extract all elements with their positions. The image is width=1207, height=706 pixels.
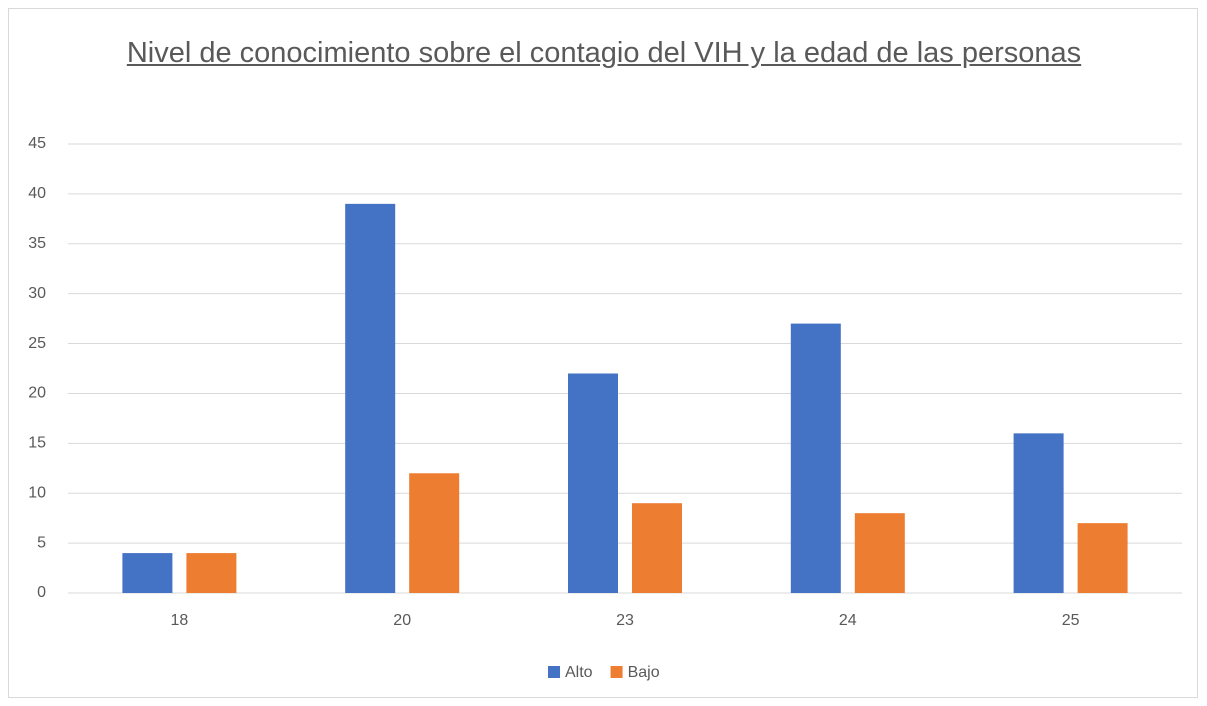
x-tick-label: 23 (616, 612, 634, 629)
bar (1077, 523, 1128, 593)
chart-frame (8, 8, 1198, 698)
bar (790, 323, 841, 593)
x-tick-label: 24 (839, 612, 857, 629)
x-tick-label: 25 (1062, 612, 1080, 629)
bar (345, 203, 396, 593)
y-tick-label: 25 (28, 335, 46, 352)
y-tick-label: 35 (28, 235, 46, 252)
x-tick-label: 20 (393, 612, 411, 629)
y-tick-label: 45 (28, 135, 46, 152)
y-tick-label: 15 (28, 435, 46, 452)
y-tick-label: 30 (28, 285, 46, 302)
bar (1013, 433, 1064, 593)
y-tick-label: 0 (37, 584, 46, 601)
bar (409, 473, 460, 593)
y-tick-label: 40 (28, 185, 46, 202)
bar (568, 373, 618, 593)
legend-swatch (610, 666, 623, 678)
bar (632, 503, 682, 593)
legend-label: Bajo (628, 664, 660, 681)
y-tick-label: 5 (37, 534, 46, 551)
chart-title: Nivel de conocimiento sobre el contagio … (126, 37, 1082, 69)
x-tick-label: 18 (171, 612, 189, 629)
legend-label: Alto (565, 664, 593, 681)
bar (854, 513, 905, 593)
y-tick-label: 10 (28, 484, 46, 501)
y-tick-label: 20 (28, 385, 46, 402)
bar (186, 553, 237, 593)
bar (122, 553, 173, 593)
legend-swatch (548, 666, 560, 678)
